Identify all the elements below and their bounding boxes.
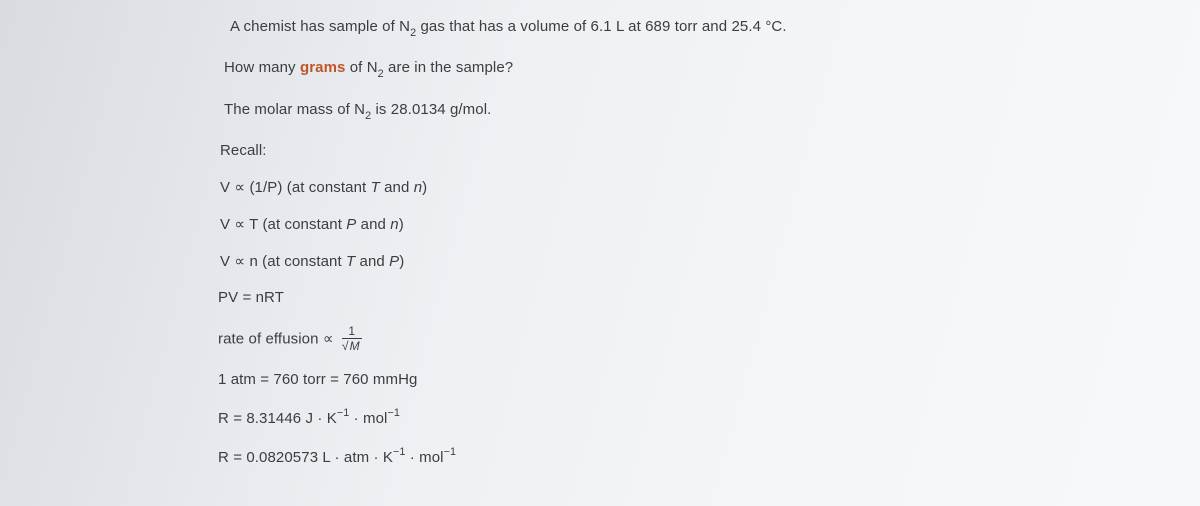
var-n: n <box>390 216 398 233</box>
text: and <box>356 216 390 233</box>
constant-pressure-units: 1 atm = 760 torr = 760 mmHg <box>218 371 1160 390</box>
text: R = 8.31446 J · K <box>218 410 337 427</box>
relation-ideal-gas: PV = nRT <box>218 289 1160 308</box>
relation-boyle: V ∝ (1/P) (at constant T and n) <box>220 179 1160 198</box>
text: · mol <box>349 410 387 427</box>
relation-avogadro: V ∝ n (at constant T and P) <box>220 253 1160 272</box>
problem-line-1: A chemist has sample of N2 gas that has … <box>230 18 1160 39</box>
text: and <box>355 253 389 270</box>
superscript: −1 <box>337 407 350 419</box>
text: R = 0.0820573 L · atm · K <box>218 449 393 466</box>
var-T: T <box>371 179 380 196</box>
text: V ∝ T (at constant <box>220 216 346 233</box>
fraction-one-over-sqrt-m: 1 √M <box>342 325 362 352</box>
var-P: P <box>389 253 399 270</box>
subscript: 2 <box>365 110 371 122</box>
radicand: M <box>348 338 362 353</box>
fraction-denominator: √M <box>342 339 362 352</box>
var-n: n <box>414 179 422 196</box>
text: V ∝ (1/P) (at constant <box>220 179 371 196</box>
text: V ∝ n (at constant <box>220 253 346 270</box>
text: ) <box>399 253 404 270</box>
superscript: −1 <box>444 446 457 458</box>
constant-r-latm: R = 0.0820573 L · atm · K−1 · mol−1 <box>218 447 1160 468</box>
text: is 28.0134 g/mol. <box>371 101 491 118</box>
text: are in the sample? <box>384 59 513 76</box>
var-T: T <box>346 253 355 270</box>
constant-r-joule: R = 8.31446 J · K−1 · mol−1 <box>218 408 1160 429</box>
question-content: A chemist has sample of N2 gas that has … <box>230 18 1160 467</box>
subscript: 2 <box>410 27 416 39</box>
problem-line-2: How many grams of N2 are in the sample? <box>224 59 1160 80</box>
text: ) <box>399 216 404 233</box>
text: A chemist has sample of N <box>230 18 410 35</box>
relation-effusion: rate of effusion ∝ 1 √M <box>218 326 1160 353</box>
text: The molar mass of N <box>224 101 365 118</box>
relation-charles: V ∝ T (at constant P and n) <box>220 216 1160 235</box>
text: How many <box>224 59 300 76</box>
text: of N <box>345 59 377 76</box>
emphasis-grams: grams <box>300 59 346 76</box>
fraction-numerator: 1 <box>342 325 362 339</box>
text: and <box>380 179 414 196</box>
superscript: −1 <box>387 407 400 419</box>
text: ) <box>422 179 427 196</box>
subscript: 2 <box>378 68 384 80</box>
text: gas that has a volume of 6.1 L at 689 to… <box>416 18 786 35</box>
var-P: P <box>346 216 356 233</box>
effusion-label: rate of effusion ∝ <box>218 331 334 348</box>
problem-line-3: The molar mass of N2 is 28.0134 g/mol. <box>224 101 1160 122</box>
recall-label: Recall: <box>220 142 1160 161</box>
text: · mol <box>405 449 443 466</box>
page: A chemist has sample of N2 gas that has … <box>0 0 1200 506</box>
superscript: −1 <box>393 446 406 458</box>
